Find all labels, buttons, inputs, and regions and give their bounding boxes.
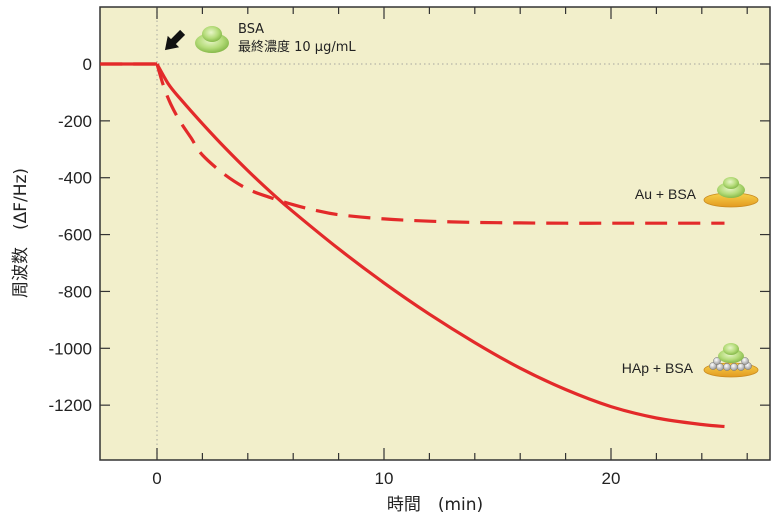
bsa-annotation: BSA 最終濃度 10 μg/mL (164, 22, 356, 55)
annotation-concentration: 最終濃度 10 μg/mL (238, 39, 356, 55)
series-layer (100, 62, 725, 429)
annotation-title: BSA (238, 22, 264, 37)
plot-area (99, 6, 771, 461)
x-tick-label: 20 (602, 469, 621, 488)
series-line-hap-bsa (155, 63, 725, 429)
bsa-protein-icon (195, 26, 229, 53)
series-label-hap-bsa: HAp + BSA (622, 360, 694, 376)
y-tick-label: -1200 (49, 396, 92, 415)
hap-bsa-icon (703, 343, 759, 378)
x-tick-label: 0 (152, 469, 161, 488)
series-label-au-bsa: Au + BSA (635, 186, 697, 202)
y-tick-label: -400 (58, 169, 92, 188)
legend-hap-bsa: HAp + BSA (622, 343, 759, 378)
au-bsa-icon (703, 177, 759, 208)
y-axis-label: 周波数 (ΔF/Hz) (11, 168, 31, 298)
series-line-au-bsa (155, 63, 725, 225)
x-axis-label: 時間 (min) (387, 495, 483, 515)
y-tick-label: -1000 (49, 339, 92, 358)
y-tick-label: -200 (58, 112, 92, 131)
y-tick-label: 0 (83, 55, 92, 74)
y-tick-label: -600 (58, 226, 92, 245)
legend-au-bsa: Au + BSA (635, 177, 759, 208)
injection-arrow-icon (164, 29, 186, 51)
axis-ticks: 0 10 20 0 -200 -400 -600 -800 -1000 -1200 (49, 7, 770, 488)
y-tick-label: -800 (58, 282, 92, 301)
x-tick-label: 10 (375, 469, 394, 488)
